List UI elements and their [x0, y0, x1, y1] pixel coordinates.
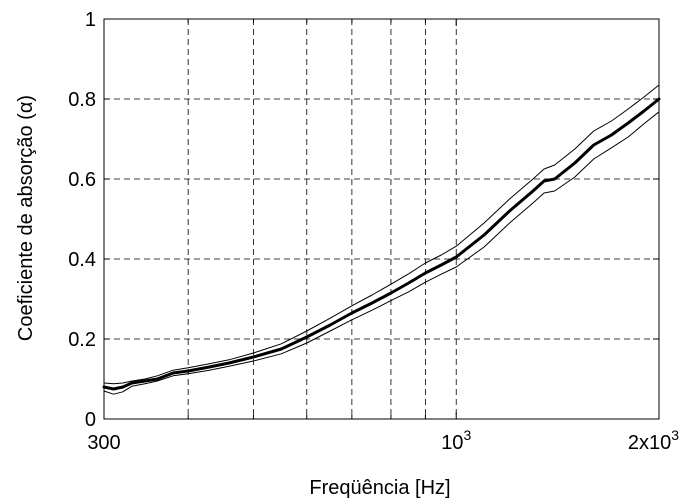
grid [104, 19, 659, 419]
x-tick-label: 103 [441, 427, 471, 454]
x-tick-label-base: 300 [87, 432, 120, 454]
series-line-lower [103, 111, 660, 395]
y-axis-label: Coeficiente de absorção (α) [15, 95, 37, 341]
x-axis-label: Freqüência [Hz] [309, 477, 450, 499]
x-tick-label-exponent: 3 [671, 427, 679, 443]
series-group [102, 84, 661, 395]
series-line-mean [102, 97, 661, 391]
y-tick-label: 0.2 [68, 329, 96, 351]
y-tick-label: 0.6 [68, 169, 96, 191]
y-tick-label: 1 [85, 9, 96, 31]
series-line-upper [103, 84, 660, 385]
x-tick-label: 2x103 [628, 427, 679, 454]
x-tick-label-exponent: 3 [463, 427, 471, 443]
x-tick-label: 300 [87, 432, 120, 454]
y-tick-label: 0 [85, 409, 96, 431]
y-tick-label: 0.8 [68, 89, 96, 111]
x-tick-label-base: 2x10 [628, 432, 671, 454]
y-tick-label: 0.4 [68, 249, 96, 271]
x-tick-label-base: 10 [441, 432, 463, 454]
plot-frame [103, 18, 660, 420]
